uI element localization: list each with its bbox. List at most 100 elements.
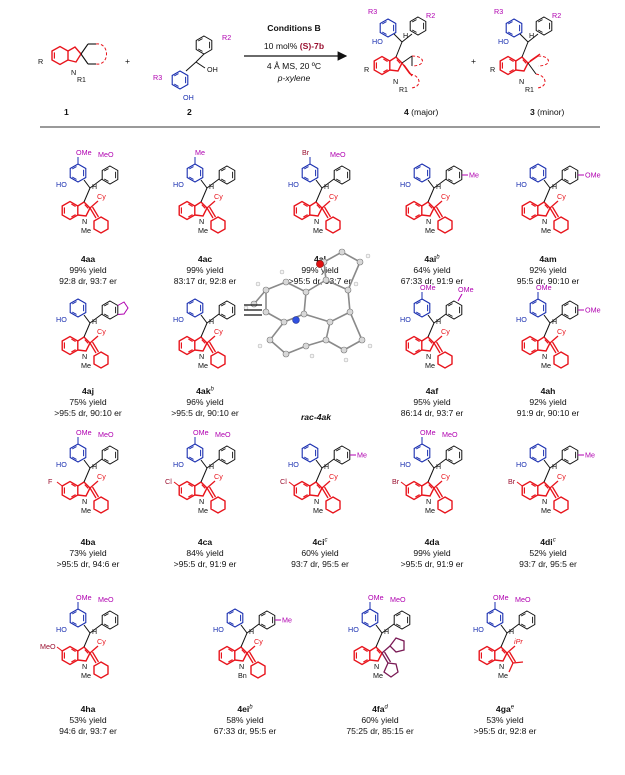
r2-label: R2: [222, 33, 231, 42]
product-4-ho: HO: [372, 37, 383, 46]
reactant-1-number: 1: [64, 107, 69, 117]
compound-stereo: 93:7 dr, 95:5 er: [519, 559, 577, 569]
structure-4aa: NMe H HO OMe MeO Cy: [56, 148, 119, 235]
compound-footnote: b: [436, 255, 440, 261]
n-substituent-label: Me: [498, 671, 508, 680]
compound-stereo: 67:33 dr, 95:5 er: [214, 726, 277, 736]
phenol-substituent-label: OMe: [493, 593, 509, 602]
product-4-n: N: [393, 77, 398, 86]
compound-yield: 64% yield: [413, 265, 450, 275]
n-substituent-label: Me: [313, 506, 323, 515]
methine-h-label: H: [552, 319, 557, 326]
methine-h-label: H: [249, 629, 254, 636]
n-substituent-label: Me: [541, 506, 551, 515]
compound-yield: 60% yield: [301, 548, 338, 558]
aryl-ortho-ome-label: MeO: [330, 150, 346, 159]
cy-label: Cy: [441, 327, 450, 336]
compound-yield: 92% yield: [529, 397, 566, 407]
compound-stereo: 83:17 dr, 92:8 er: [174, 276, 237, 286]
aryl-ortho-ome-label: MeO: [442, 430, 458, 439]
plus-sign: +: [125, 56, 130, 66]
compound-id: 4fad: [372, 704, 388, 714]
n-substituent-label: Me: [313, 226, 323, 235]
compound-footnote: e: [511, 705, 515, 711]
aryl-ortho-ome-label: MeO: [215, 430, 231, 439]
compound-id: 4al: [314, 254, 326, 264]
n-substituent-label: Me: [425, 506, 435, 515]
compound-stereo: 95:5 dr, 90:10 er: [517, 276, 580, 286]
indole-n-label: N: [542, 497, 547, 506]
structure-4ei: NBn H HO Me Cy: [213, 608, 292, 680]
compound-id: 4akb: [196, 386, 214, 396]
structure-4am: NMe H HO OMe Cy: [516, 163, 601, 235]
n-substituent-label: Me: [425, 361, 435, 370]
indole-n-label: N: [199, 352, 204, 361]
product-4-caption: 4 (major): [404, 107, 439, 117]
indole-n-label: N: [426, 352, 431, 361]
compound-id: 4gae: [496, 704, 515, 714]
methine-h-label: H: [509, 629, 514, 636]
methine-h-label: H: [209, 184, 214, 191]
r3-label: R3: [153, 73, 162, 82]
compound-yield: 60% yield: [361, 715, 398, 725]
indole-n-label: N: [199, 497, 204, 506]
aryl-ortho-ome-label: MeO: [390, 595, 406, 604]
plus-sign-2: +: [471, 56, 476, 66]
compound-stereo: >95:5 dr, 92:8 er: [474, 726, 537, 736]
compound-id: 4ah: [541, 386, 556, 396]
compound-stereo: >95:5 dr, 93:7 er: [289, 276, 352, 286]
phenol-ho-label: HO: [516, 180, 527, 189]
phenol-substituent-label: Me: [195, 148, 205, 157]
methine-h-label: H: [436, 464, 441, 471]
methine-h-label: H: [92, 629, 97, 636]
phenol-ho-label: HO: [400, 460, 411, 469]
ring-substituent-label: MeO: [40, 642, 56, 651]
aryl-meta-substituent-label: OMe: [458, 285, 474, 294]
compound-yield: 96% yield: [186, 397, 223, 407]
phenol-ho-label: HO: [288, 460, 299, 469]
methine-h-label: H: [552, 464, 557, 471]
compound-stereo: 67:33 dr, 91:9 er: [401, 276, 464, 286]
compound-id: 4ca: [198, 537, 213, 547]
conditions-catalyst: 10 mol% (S)-7b: [264, 41, 324, 51]
structure-4ah: NMe H HO OMe OMe Cy: [516, 283, 601, 370]
cy-label: Cy: [97, 192, 106, 201]
aryl-ortho-ome-label: MeO: [98, 430, 114, 439]
cy-label: Cy: [557, 472, 566, 481]
n-substituent-label: Me: [81, 671, 91, 680]
compound-yield: 99% yield: [69, 265, 106, 275]
indole-n-label: N: [82, 662, 87, 671]
crystal-structure-caption: rac-4ak: [301, 412, 332, 422]
indole-n-label: N: [82, 217, 87, 226]
n-substituent-label: Me: [198, 226, 208, 235]
methine-h-label: H: [384, 629, 389, 636]
compound-stereo: 92:8 dr, 93:7 er: [59, 276, 117, 286]
phenol-ho-label: HO: [473, 625, 484, 634]
aryl-ortho-ome-label: MeO: [515, 595, 531, 604]
product-3-r3: R3: [494, 7, 503, 16]
aryl-para-substituent-label: Me: [357, 451, 367, 460]
reactant-2-structure: [171, 35, 213, 90]
structure-4ak: NMe H HO Cy: [173, 298, 236, 370]
compound-stereo: 93:7 dr, 95:5 er: [291, 559, 349, 569]
reactant-2-number: 2: [187, 107, 192, 117]
cy-label: Cy: [557, 192, 566, 201]
indole-n-label: N: [542, 217, 547, 226]
phenol-substituent-label: OMe: [420, 283, 436, 292]
cy-label: Cy: [97, 637, 106, 646]
aryl-para-substituent-label: OMe: [585, 306, 601, 315]
phenol-ho-label: HO: [173, 315, 184, 324]
aryl-para-substituent-label: Me: [469, 171, 479, 180]
compound-id: 4aib: [424, 254, 440, 264]
compound-yield: 95% yield: [413, 397, 450, 407]
phenol-substituent-label: OMe: [76, 148, 92, 157]
cy-label: Cy: [97, 472, 106, 481]
